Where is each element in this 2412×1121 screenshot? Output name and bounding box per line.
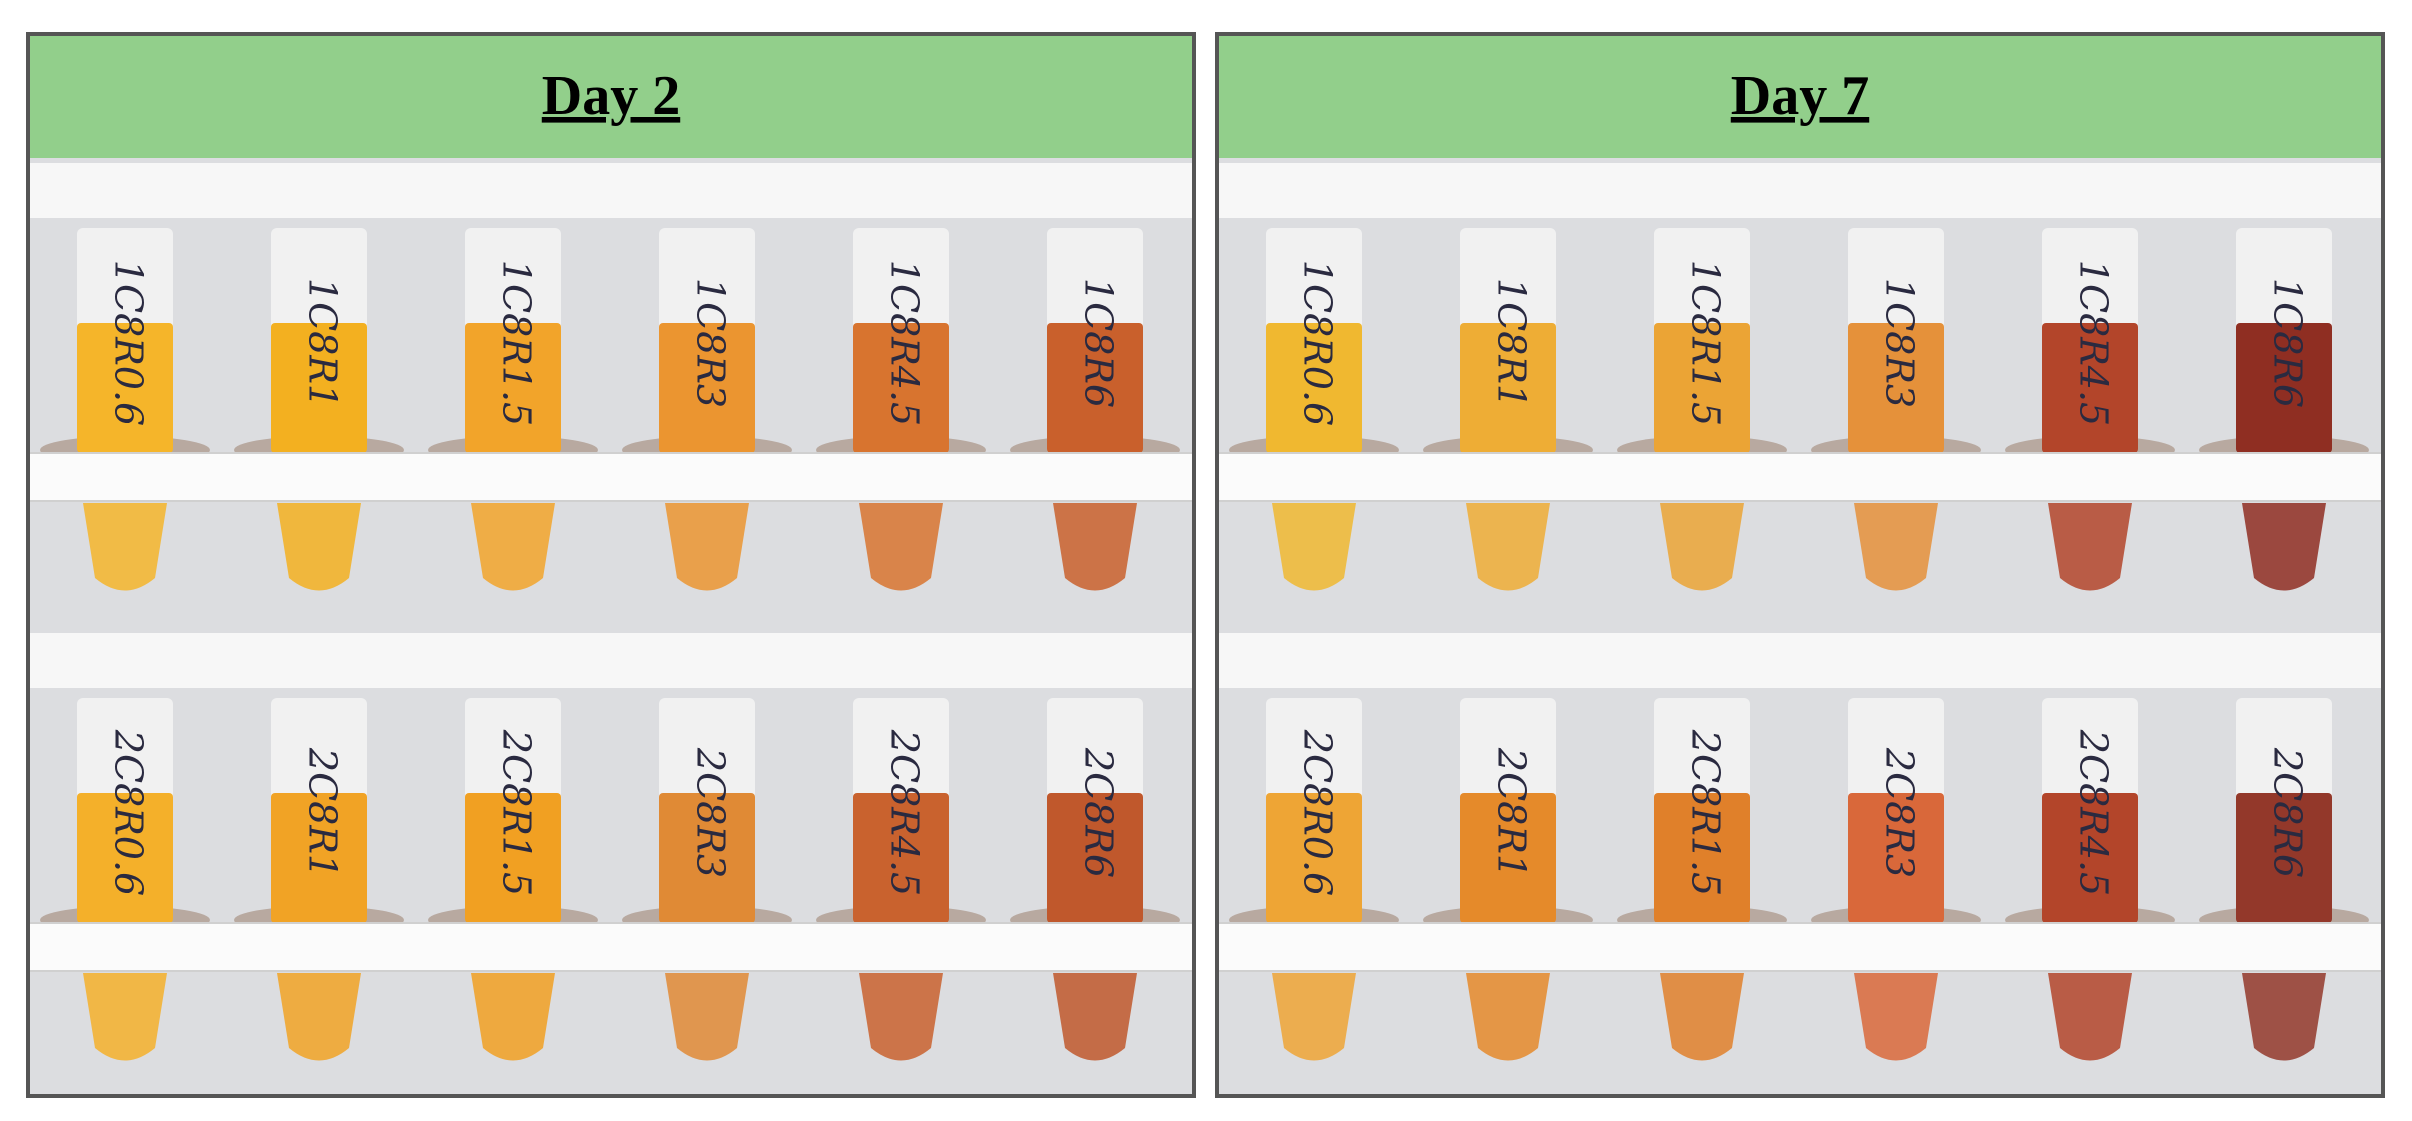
tube-liquid <box>1654 323 1750 453</box>
tube-label: 2C8R1.5 <box>495 729 539 896</box>
panel-title: Day 2 <box>542 65 680 127</box>
tube-label: 2C8R0.6 <box>1296 729 1340 896</box>
tube-liquid <box>2042 323 2138 453</box>
rack-top <box>28 633 1194 688</box>
tube-tip <box>83 973 167 1061</box>
tube-liquid <box>853 323 949 453</box>
tube-tip <box>471 503 555 591</box>
tube-label: 1C8R6 <box>1077 278 1121 408</box>
tube-liquid <box>1047 323 1143 453</box>
tube-label: 2C8R4.5 <box>883 729 927 896</box>
tube-liquid <box>659 793 755 923</box>
tube-label: 2C8R3 <box>689 747 733 878</box>
tube-tip <box>277 503 361 591</box>
tube-liquid <box>77 793 173 923</box>
photo-background <box>28 158 1194 628</box>
rack-bar <box>27 452 1195 502</box>
tube-tip <box>83 503 167 591</box>
tube-tip <box>1854 973 1938 1061</box>
tube-liquid <box>271 793 367 923</box>
panel-title: Day 7 <box>1731 65 1869 127</box>
tube-tip <box>2048 973 2132 1061</box>
tube-tip <box>1272 503 1356 591</box>
tube-tip <box>2048 503 2132 591</box>
tube-liquid <box>1266 323 1362 453</box>
panel: Day 7 1C8R0.6 1C8R1 1C8R1.5 1C8R3 1C8R4.5 1C8R… <box>1215 32 2385 1098</box>
photo-background <box>28 628 1194 1098</box>
panel: Day 2 1C8R0.6 1C8R1 1C8R1.5 1C8R3 1C8R4.5 1C8R… <box>26 32 1196 1098</box>
tube-tip <box>2242 503 2326 591</box>
photo-background <box>1217 158 2383 628</box>
tube-liquid <box>659 323 755 453</box>
tube-liquid <box>1848 323 1944 453</box>
tube-tip <box>665 973 749 1061</box>
tube-tip <box>1854 503 1938 591</box>
tube-tip <box>1272 973 1356 1061</box>
tube-tip <box>277 973 361 1061</box>
tube-liquid <box>2236 323 2332 453</box>
tube-label: 1C8R0.6 <box>1296 260 1340 426</box>
tube-liquid <box>2236 793 2332 923</box>
tube-tip <box>1466 503 1550 591</box>
tube-tip <box>1660 973 1744 1061</box>
tube-liquid <box>465 323 561 453</box>
tube-liquid <box>1460 793 1556 923</box>
tube-label: 2C8R0.6 <box>107 729 151 896</box>
tube-label: 1C8R0.6 <box>107 260 151 426</box>
tube-liquid <box>1654 793 1750 923</box>
panel-border <box>1215 32 2385 1098</box>
tube-liquid <box>2042 793 2138 923</box>
tube-tip <box>859 973 943 1061</box>
rack-bar <box>27 922 1195 972</box>
tube-liquid <box>271 323 367 453</box>
panel-header <box>28 34 1194 158</box>
tube-liquid <box>77 323 173 453</box>
tube-tip <box>471 973 555 1061</box>
rack-bar <box>1216 922 2384 972</box>
tube-label: 1C8R1.5 <box>495 260 539 426</box>
tube-tip <box>1053 973 1137 1061</box>
rack-bar <box>1216 452 2384 502</box>
tube-tip <box>859 503 943 591</box>
tube-liquid <box>1848 793 1944 923</box>
tube-label: 2C8R1 <box>301 747 345 878</box>
tube-label: 1C8R6 <box>2266 278 2310 408</box>
tube-tip <box>665 503 749 591</box>
photo-background <box>1217 628 2383 1098</box>
tube-tip <box>1053 503 1137 591</box>
tube-label: 2C8R1 <box>1490 747 1534 878</box>
tube-label: 1C8R4.5 <box>883 260 927 426</box>
tube-liquid <box>1266 793 1362 923</box>
tube-label: 2C8R3 <box>1878 747 1922 878</box>
tube-label: 2C8R6 <box>2266 747 2310 878</box>
tube-label: 1C8R1 <box>301 278 345 408</box>
tube-label: 2C8R6 <box>1077 747 1121 878</box>
tube-liquid <box>465 793 561 923</box>
tube-liquid <box>853 793 949 923</box>
rack-top <box>1217 633 2383 688</box>
rack-top <box>28 163 1194 218</box>
tube-label: 1C8R3 <box>689 278 733 408</box>
tube-tip <box>1660 503 1744 591</box>
rack-top <box>1217 163 2383 218</box>
tube-label: 1C8R1.5 <box>1684 260 1728 426</box>
tube-label: 1C8R4.5 <box>2072 260 2116 426</box>
tube-label: 1C8R3 <box>1878 278 1922 408</box>
panel-border <box>26 32 1196 1098</box>
tube-tip <box>1466 973 1550 1061</box>
tube-label: 2C8R4.5 <box>2072 729 2116 896</box>
tube-label: 2C8R1.5 <box>1684 729 1728 896</box>
panel-header <box>1217 34 2383 158</box>
tube-liquid <box>1047 793 1143 923</box>
tube-tip <box>2242 973 2326 1061</box>
tube-label: 1C8R1 <box>1490 278 1534 408</box>
tube-liquid <box>1460 323 1556 453</box>
